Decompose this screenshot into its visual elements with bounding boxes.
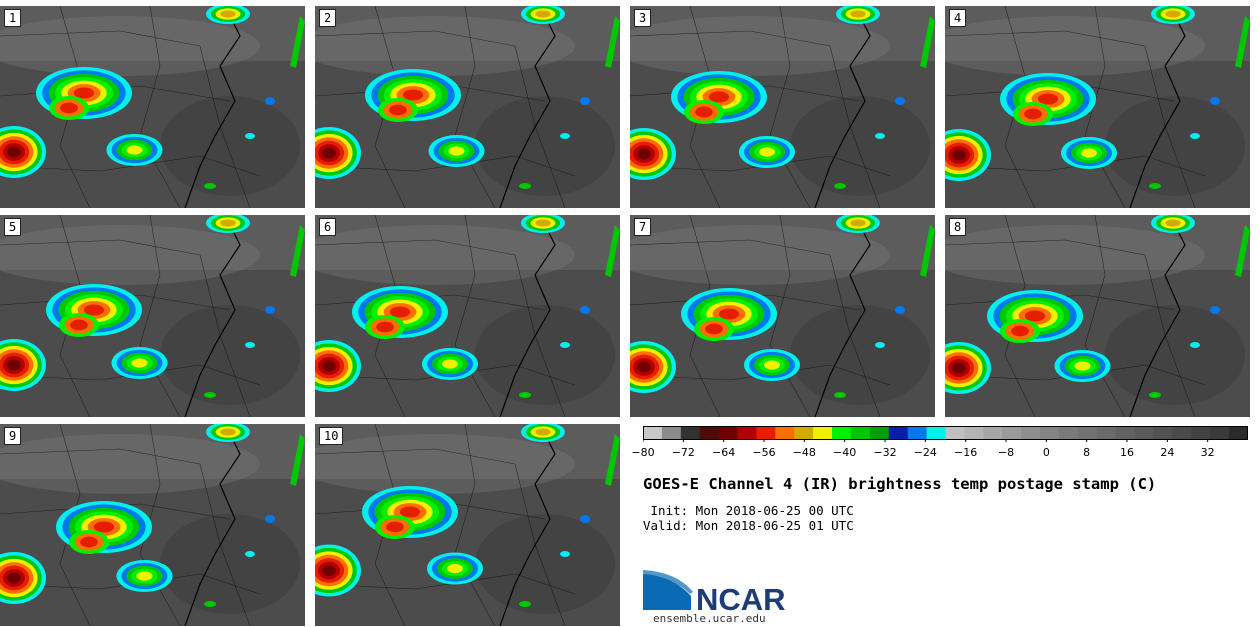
- colorbar-bin: [1191, 426, 1211, 440]
- colorbar-bin: [1115, 426, 1135, 440]
- colorbar-bin: [1002, 426, 1022, 440]
- panel-map: [630, 6, 935, 208]
- panel-map: [945, 6, 1250, 208]
- colorbar-tick-label: −32: [873, 446, 897, 459]
- panel-4: 4: [945, 6, 1250, 208]
- colorbar-bin: [1229, 426, 1248, 440]
- ncar-logo-mark: [643, 574, 691, 610]
- colorbar-tick-label: 0: [1042, 446, 1050, 459]
- colorbar-tick-label: −48: [792, 446, 816, 459]
- colorbar-tick-label: −72: [671, 446, 695, 459]
- panel-map: [0, 215, 305, 417]
- panel-number-label: 1: [4, 9, 22, 27]
- panel-2: 2: [315, 6, 620, 208]
- colorbar-bin: [661, 426, 682, 440]
- colorbar-bin: [1210, 426, 1230, 440]
- panel-map: [315, 215, 620, 417]
- colorbar-bin: [680, 426, 701, 440]
- panel-1: 1: [0, 6, 305, 208]
- panel-number-label: 5: [4, 218, 22, 236]
- colorbar-bin: [907, 426, 927, 440]
- colorbar-bin: [1058, 426, 1079, 440]
- ncar-logo-swoosh: [643, 570, 693, 594]
- colorbar-bin: [737, 426, 757, 440]
- colorbar-tick-label: −8: [997, 446, 1015, 459]
- panel-map: [315, 6, 620, 208]
- colorbar-tick-label: −40: [833, 446, 857, 459]
- colorbar-bin: [1096, 426, 1117, 440]
- colorbar-bin: [1172, 426, 1192, 440]
- colorbar-tick-label: −80: [631, 446, 655, 459]
- panel-map: [945, 215, 1250, 417]
- panel-number-label: 2: [319, 9, 337, 27]
- panel-9: 9: [0, 424, 305, 626]
- colorbar-bin: [945, 426, 965, 440]
- temperature-colorbar: [643, 426, 1248, 442]
- colorbar-bin: [1153, 426, 1173, 440]
- panel-map: [0, 6, 305, 208]
- valid-time: Valid: Mon 2018-06-25 01 UTC: [643, 518, 854, 533]
- colorbar-tick-label: −64: [712, 446, 736, 459]
- panel-number-label: 4: [949, 9, 967, 27]
- init-time: Init: Mon 2018-06-25 00 UTC: [643, 503, 854, 518]
- ncar-url: ensemble.ucar.edu: [653, 612, 766, 625]
- colorbar-bin: [1021, 426, 1041, 440]
- colorbar-bin: [794, 426, 814, 440]
- colorbar-bin: [813, 426, 833, 440]
- colorbar-bin: [964, 426, 984, 440]
- panel-map: [630, 215, 935, 417]
- colorbar-bin: [888, 426, 909, 440]
- panel-3: 3: [630, 6, 935, 208]
- ncar-logo-text: NCAR: [696, 582, 786, 612]
- colorbar-bin: [983, 426, 1003, 440]
- panel-number-label: 7: [634, 218, 652, 236]
- panel-10: 10: [315, 424, 620, 626]
- panel-5: 5: [0, 215, 305, 417]
- colorbar-bin: [643, 426, 663, 440]
- colorbar-bin: [832, 426, 852, 440]
- colorbar-bin: [869, 426, 890, 440]
- colorbar-tick-label: 24: [1160, 446, 1175, 459]
- colorbar-bin: [1134, 426, 1154, 440]
- colorbar-bin: [699, 426, 720, 440]
- figure-title: GOES-E Channel 4 (IR) brightness temp po…: [643, 475, 1157, 493]
- colorbar-tick-label: 8: [1083, 446, 1091, 459]
- colorbar-bin: [1077, 426, 1098, 440]
- ncar-logo: NCAR: [643, 570, 786, 612]
- colorbar-tick-label: −16: [954, 446, 978, 459]
- panel-number-label: 8: [949, 218, 967, 236]
- colorbar-tick-label: −56: [752, 446, 776, 459]
- colorbar-bin: [718, 426, 738, 440]
- panel-6: 6: [315, 215, 620, 417]
- panel-7: 7: [630, 215, 935, 417]
- panel-map: [315, 424, 620, 626]
- colorbar-bin: [850, 426, 871, 440]
- colorbar-tick-label: 16: [1120, 446, 1134, 459]
- colorbar-bin: [775, 426, 795, 440]
- colorbar-bin: [756, 426, 776, 440]
- panel-number-label: 6: [319, 218, 337, 236]
- panel-8: 8: [945, 215, 1250, 417]
- panel-number-label: 9: [4, 427, 22, 445]
- colorbar-bin: [926, 426, 946, 440]
- colorbar-bin: [1040, 426, 1060, 440]
- colorbar-tick-label: −24: [913, 446, 937, 459]
- panel-number-label: 10: [319, 427, 344, 445]
- panel-map: [0, 424, 305, 626]
- panel-number-label: 3: [634, 9, 652, 27]
- colorbar-tick-label: 32: [1200, 446, 1215, 459]
